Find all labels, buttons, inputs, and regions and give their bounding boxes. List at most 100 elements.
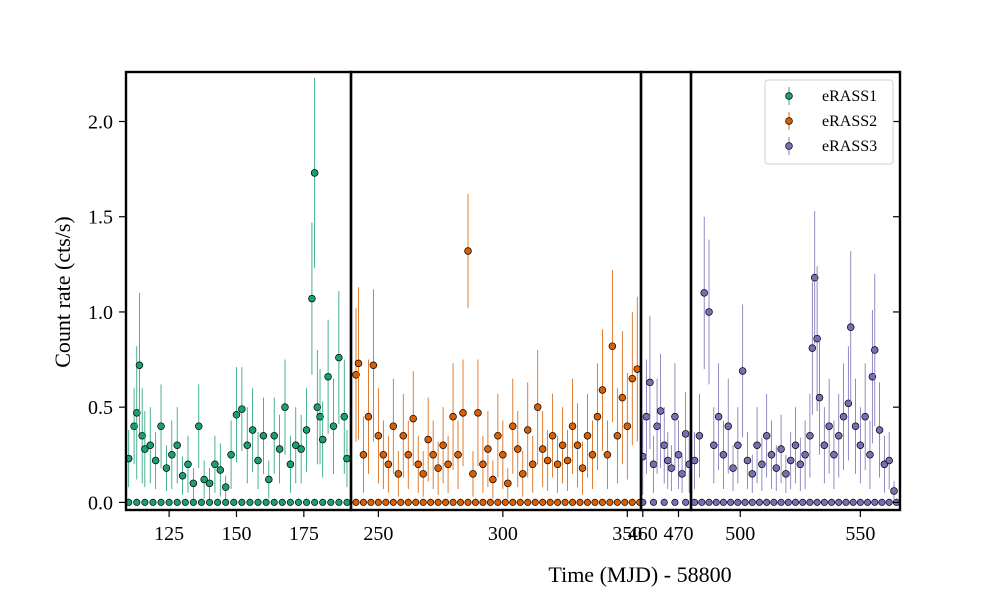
data-point-zero bbox=[561, 498, 569, 506]
panel-plot bbox=[691, 211, 900, 506]
data-point bbox=[681, 430, 690, 438]
data-point bbox=[573, 441, 582, 450]
data-point bbox=[238, 405, 246, 413]
data-point bbox=[232, 411, 241, 419]
data-point bbox=[254, 456, 262, 465]
data-point bbox=[767, 451, 776, 459]
data-point bbox=[603, 451, 612, 459]
data-point bbox=[538, 445, 547, 453]
data-point bbox=[133, 409, 141, 417]
data-point bbox=[514, 445, 522, 453]
data-point-zero bbox=[777, 498, 785, 506]
data-point bbox=[851, 422, 860, 430]
data-point bbox=[389, 422, 398, 430]
data-point-zero bbox=[705, 498, 713, 506]
data-point bbox=[533, 403, 542, 411]
data-point bbox=[178, 471, 187, 480]
data-point-zero bbox=[641, 498, 647, 506]
data-point-zero bbox=[464, 498, 472, 506]
data-point-zero bbox=[389, 498, 397, 506]
x-tick-label: 470 bbox=[664, 523, 694, 545]
data-point-zero bbox=[286, 498, 294, 506]
data-point bbox=[489, 475, 497, 484]
data-point bbox=[444, 460, 452, 469]
data-point-zero bbox=[770, 498, 778, 506]
data-point bbox=[464, 247, 472, 255]
data-point-zero bbox=[141, 498, 149, 506]
data-point-zero bbox=[606, 498, 614, 506]
data-point bbox=[578, 464, 587, 472]
data-point-zero bbox=[173, 498, 181, 506]
data-point bbox=[394, 470, 403, 478]
data-point bbox=[200, 475, 208, 484]
y-axis: 0.0 0.5 1.0 1.5 2.0 bbox=[88, 112, 900, 514]
data-point-zero bbox=[434, 498, 442, 506]
data-point-zero bbox=[864, 498, 872, 506]
data-point bbox=[871, 346, 879, 354]
legend-label: eRASS2 bbox=[822, 113, 877, 130]
data-point bbox=[354, 359, 363, 368]
data-point bbox=[281, 403, 289, 411]
data-point bbox=[184, 460, 192, 469]
data-point-zero bbox=[238, 498, 246, 506]
data-point-zero bbox=[539, 498, 547, 506]
data-point bbox=[642, 412, 651, 421]
data-point-zero bbox=[516, 498, 524, 506]
data-point bbox=[162, 464, 171, 472]
data-point-zero bbox=[367, 498, 375, 506]
data-point bbox=[815, 393, 824, 402]
data-point-zero bbox=[791, 498, 800, 506]
data-point bbox=[885, 456, 893, 465]
data-point bbox=[335, 353, 343, 362]
panel-plot bbox=[126, 77, 351, 506]
data-point bbox=[548, 431, 557, 440]
data-point bbox=[868, 372, 877, 381]
data-point bbox=[558, 441, 567, 450]
data-point bbox=[135, 361, 144, 370]
data-point bbox=[820, 441, 829, 450]
data-point-zero bbox=[827, 498, 836, 506]
data-point-zero bbox=[820, 498, 828, 506]
data-point bbox=[243, 441, 252, 450]
data-point-zero bbox=[471, 498, 480, 506]
data-point bbox=[469, 470, 477, 478]
data-point bbox=[782, 470, 790, 478]
data-point bbox=[801, 451, 809, 459]
data-point bbox=[880, 460, 889, 469]
data-point bbox=[454, 451, 462, 459]
data-point bbox=[748, 470, 757, 478]
data-point-zero bbox=[524, 498, 532, 506]
data-point-zero bbox=[628, 498, 636, 506]
data-point-zero bbox=[205, 498, 214, 506]
data-point bbox=[786, 456, 795, 465]
data-point bbox=[308, 294, 316, 303]
data-point bbox=[671, 412, 679, 421]
data-point-zero bbox=[494, 498, 502, 506]
x-tick-label: 250 bbox=[363, 523, 393, 545]
data-point bbox=[890, 487, 898, 495]
y-tick-label: 1.5 bbox=[88, 207, 113, 229]
data-point-zero bbox=[397, 498, 405, 506]
data-point bbox=[138, 431, 146, 440]
data-point bbox=[743, 456, 752, 465]
data-point-zero bbox=[649, 498, 658, 506]
data-point bbox=[318, 435, 327, 444]
data-point bbox=[825, 422, 833, 430]
data-point bbox=[705, 308, 713, 316]
data-point bbox=[316, 412, 324, 421]
data-point bbox=[714, 412, 723, 421]
data-point-zero bbox=[748, 498, 756, 506]
data-point-zero bbox=[165, 498, 173, 506]
y-tick-label: 2.0 bbox=[88, 112, 113, 134]
data-point bbox=[474, 409, 482, 417]
data-point bbox=[806, 431, 814, 440]
data-point bbox=[710, 441, 718, 450]
data-point bbox=[352, 371, 360, 379]
data-point bbox=[313, 403, 322, 411]
data-point bbox=[633, 365, 641, 373]
data-point bbox=[563, 456, 572, 465]
data-point bbox=[195, 422, 203, 430]
